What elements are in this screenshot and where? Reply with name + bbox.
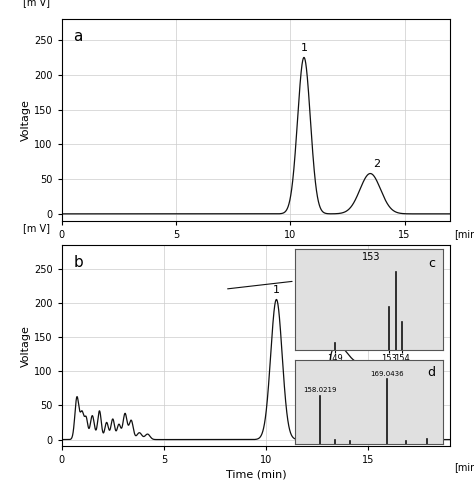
Text: b: b xyxy=(73,255,83,270)
Y-axis label: Voltage: Voltage xyxy=(21,324,31,367)
Text: 1: 1 xyxy=(301,43,308,53)
Text: 2: 2 xyxy=(328,406,335,416)
X-axis label: Time (min): Time (min) xyxy=(226,469,286,480)
Text: 2: 2 xyxy=(374,159,381,168)
Text: [m V]: [m V] xyxy=(23,0,50,7)
Text: [min.]: [min.] xyxy=(454,463,474,472)
Y-axis label: Voltage: Voltage xyxy=(21,99,31,141)
Text: [m V]: [m V] xyxy=(23,223,50,233)
Text: 1: 1 xyxy=(273,285,280,295)
Text: [min.]: [min.] xyxy=(454,229,474,239)
Text: a: a xyxy=(73,29,82,44)
